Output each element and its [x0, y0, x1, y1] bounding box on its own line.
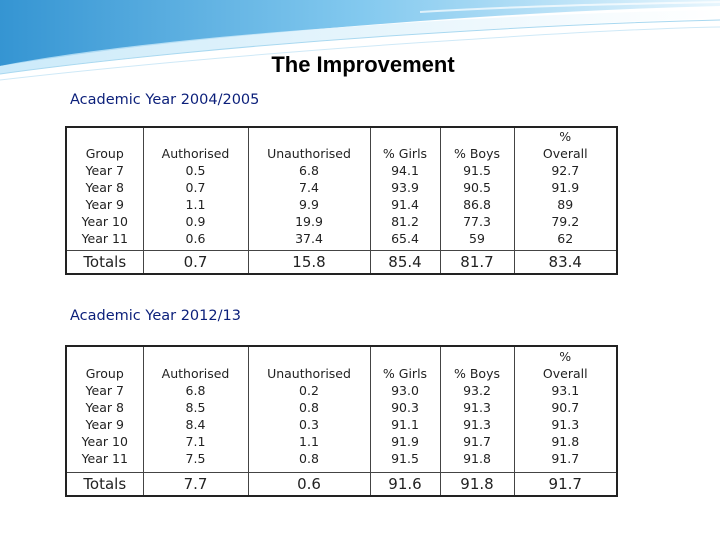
col-header-boys: % Boys: [440, 346, 515, 383]
totals-row: Totals 0.7 15.8 85.4 81.7 83.4: [66, 250, 617, 274]
totals-authorised: 7.7: [143, 472, 249, 496]
totals-label: Totals: [66, 472, 144, 496]
totals-unauthorised: 15.8: [248, 250, 371, 274]
authorised-cells: 6.8 8.5 8.4 7.1 7.5: [143, 382, 249, 473]
table-data-row: Year 7 Year 8 Year 9 Year 10 Year 11 0.5 0.7 1…: [66, 162, 617, 251]
col-header-girls: % Girls: [370, 127, 441, 163]
table-header-row: Group Authorised Unauthorised % Girls % …: [66, 127, 617, 163]
col-header-authorised: Authorised: [143, 346, 249, 383]
col-header-unauthorised: Unauthorised: [248, 127, 371, 163]
col-header-authorised: Authorised: [143, 127, 249, 163]
boys-cells: 93.2 91.3 91.3 91.7 91.8: [440, 382, 515, 473]
col-header-group: Group: [66, 346, 144, 383]
header-swoosh: [0, 0, 720, 81]
totals-girls: 85.4: [370, 250, 441, 274]
col-header-overall: % Overall: [542, 349, 588, 382]
col-header-unauthorised: Unauthorised: [248, 346, 371, 383]
unauthorised-cells: 0.2 0.8 0.3 1.1 0.8: [248, 382, 371, 473]
col-header-overall: % Overall: [542, 129, 588, 162]
col-header-girls: % Girls: [370, 346, 441, 383]
col-header-boys: % Boys: [440, 127, 515, 163]
authorised-cells: 0.5 0.7 1.1 0.9 0.6: [143, 162, 249, 251]
table-data-row: Year 7 Year 8 Year 9 Year 10 Year 11 6.8 8.5 8…: [66, 382, 617, 473]
boys-cells: 91.5 90.5 86.8 77.3 59: [440, 162, 515, 251]
totals-boys: 91.8: [440, 472, 515, 496]
totals-overall: 91.7: [514, 472, 617, 496]
table-header-row: Group Authorised Unauthorised % Girls % …: [66, 346, 617, 383]
col-header-group: Group: [66, 127, 144, 163]
totals-authorised: 0.7: [143, 250, 249, 274]
girls-cells: 94.1 93.9 91.4 81.2 65.4: [370, 162, 441, 251]
overall-cells: 93.1 90.7 91.3 91.8 91.7: [551, 383, 580, 467]
group-cells: Year 7 Year 8 Year 9 Year 10 Year 11: [66, 162, 144, 251]
section-heading-2004: Academic Year 2004/2005: [70, 92, 260, 108]
totals-label: Totals: [66, 250, 144, 274]
unauthorised-cells: 6.8 7.4 9.9 19.9 37.4: [248, 162, 371, 251]
section-heading-2012: Academic Year 2012/13: [70, 308, 241, 324]
attendance-table-2004: Group Authorised Unauthorised % Girls % …: [65, 126, 618, 275]
totals-row: Totals 7.7 0.6 91.6 91.8 91.7: [66, 472, 617, 496]
totals-girls: 91.6: [370, 472, 441, 496]
group-cells: Year 7 Year 8 Year 9 Year 10 Year 11: [66, 382, 144, 473]
totals-boys: 81.7: [440, 250, 515, 274]
totals-unauthorised: 0.6: [248, 472, 371, 496]
totals-overall: 83.4: [514, 250, 617, 274]
page-title: The Improvement: [271, 52, 455, 77]
overall-cells: 92.7 91.9 89 79.2 62: [551, 163, 580, 247]
attendance-table-2012: Group Authorised Unauthorised % Girls % …: [65, 345, 618, 497]
girls-cells: 93.0 90.3 91.1 91.9 91.5: [370, 382, 441, 473]
